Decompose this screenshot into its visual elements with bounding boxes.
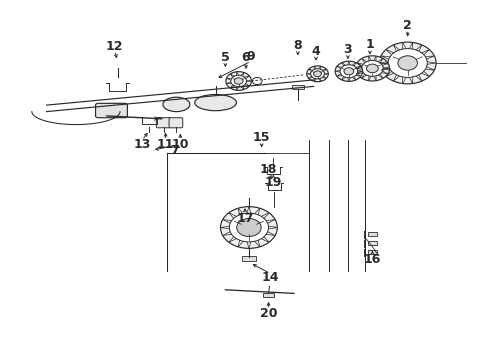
Circle shape bbox=[344, 68, 354, 75]
Bar bbox=[368, 250, 377, 254]
FancyBboxPatch shape bbox=[96, 103, 127, 118]
Circle shape bbox=[240, 221, 258, 234]
FancyBboxPatch shape bbox=[156, 118, 171, 128]
Text: 14: 14 bbox=[262, 271, 279, 284]
Text: 7: 7 bbox=[170, 144, 179, 157]
Text: 16: 16 bbox=[364, 253, 381, 266]
Circle shape bbox=[367, 64, 378, 73]
Circle shape bbox=[311, 69, 324, 79]
Circle shape bbox=[340, 65, 358, 78]
Circle shape bbox=[335, 61, 363, 81]
Circle shape bbox=[234, 78, 243, 84]
Bar bbox=[368, 241, 377, 245]
Text: 11: 11 bbox=[157, 138, 174, 151]
Text: 20: 20 bbox=[260, 307, 277, 320]
Circle shape bbox=[307, 66, 328, 82]
Circle shape bbox=[220, 207, 277, 248]
Ellipse shape bbox=[195, 94, 236, 111]
Circle shape bbox=[231, 75, 246, 87]
Text: 10: 10 bbox=[172, 138, 189, 151]
Text: 18: 18 bbox=[260, 163, 277, 176]
Text: 12: 12 bbox=[106, 40, 123, 53]
Text: 4: 4 bbox=[312, 45, 320, 58]
Text: 1: 1 bbox=[366, 39, 374, 51]
Bar bbox=[292, 85, 304, 89]
Text: 9: 9 bbox=[246, 50, 255, 63]
FancyBboxPatch shape bbox=[169, 118, 183, 128]
Circle shape bbox=[362, 60, 383, 76]
Bar bbox=[242, 256, 256, 261]
Text: 17: 17 bbox=[236, 212, 254, 225]
Bar bbox=[263, 293, 274, 297]
Text: 13: 13 bbox=[133, 138, 151, 151]
Text: 19: 19 bbox=[265, 176, 282, 189]
Circle shape bbox=[226, 72, 251, 90]
Text: 8: 8 bbox=[294, 39, 302, 52]
Text: 6: 6 bbox=[242, 51, 250, 64]
Text: 5: 5 bbox=[221, 51, 230, 64]
Text: 15: 15 bbox=[253, 131, 270, 144]
Circle shape bbox=[355, 56, 390, 81]
Circle shape bbox=[229, 213, 269, 242]
Text: 3: 3 bbox=[343, 43, 352, 56]
Ellipse shape bbox=[163, 97, 190, 112]
Circle shape bbox=[398, 56, 417, 70]
Circle shape bbox=[379, 42, 436, 84]
Text: 2: 2 bbox=[403, 19, 412, 32]
Circle shape bbox=[388, 49, 427, 77]
Circle shape bbox=[237, 219, 261, 237]
Circle shape bbox=[314, 71, 321, 77]
Bar bbox=[368, 232, 377, 236]
